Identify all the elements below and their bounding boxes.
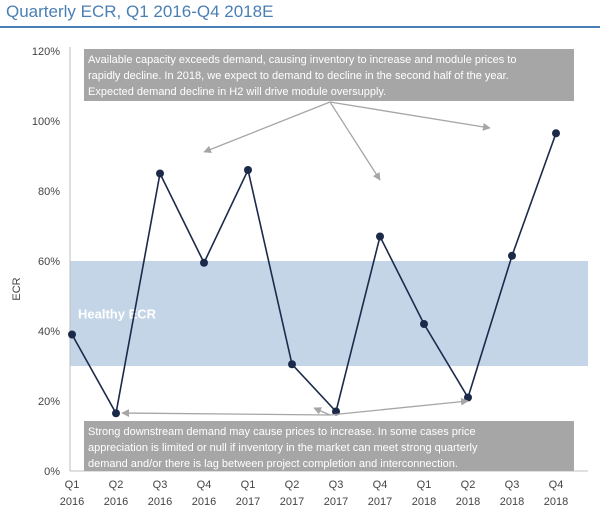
ecr-data-point xyxy=(112,409,120,418)
ecr-series-line xyxy=(71,132,557,416)
ecr-data-point xyxy=(552,129,560,138)
ecr-data-point xyxy=(420,320,428,328)
ecr-data-point xyxy=(376,232,384,241)
x-tick-quarter: Q2 xyxy=(461,479,476,491)
bottom-annotation-box xyxy=(84,421,574,471)
x-tick-quarter: Q3 xyxy=(153,479,168,491)
y-axis-label: ECR xyxy=(11,277,23,300)
x-tick-year: 2018 xyxy=(544,496,568,508)
y-tick-label: 120% xyxy=(32,46,60,58)
ecr-data-point xyxy=(156,169,164,178)
top-annotation-line: Available capacity exceeds demand, causi… xyxy=(88,54,516,66)
x-tick-quarter: Q1 xyxy=(417,479,432,491)
top-annotation-arrow xyxy=(203,101,331,154)
x-tick-year: 2017 xyxy=(236,496,260,508)
x-tick-quarter: Q3 xyxy=(329,479,344,491)
x-tick-quarter: Q1 xyxy=(65,479,80,491)
x-tick-year: 2016 xyxy=(104,496,128,508)
y-tick-label: 20% xyxy=(38,396,60,408)
y-tick-label: 0% xyxy=(44,466,60,478)
x-tick-year: 2018 xyxy=(500,496,524,508)
x-tick-quarter: Q1 xyxy=(241,479,256,491)
ecr-data-point xyxy=(200,258,208,267)
x-tick-year: 2016 xyxy=(192,496,216,508)
chart-title: Quarterly ECR, Q1 2016-Q4 2018E xyxy=(6,2,274,21)
x-tick-year: 2017 xyxy=(324,496,348,508)
y-tick-label: 40% xyxy=(38,326,60,338)
y-tick-label: 80% xyxy=(38,186,60,198)
x-tick-year: 2018 xyxy=(456,496,480,508)
ecr-data-point xyxy=(68,330,76,339)
ecr-data-point xyxy=(508,251,516,260)
bottom-annotation-line: demand and/or there is lag between proje… xyxy=(88,458,458,470)
x-tick-quarter: Q2 xyxy=(109,479,124,491)
title-underline xyxy=(0,26,600,28)
y-tick-label: 100% xyxy=(32,116,60,128)
healthy-ecr-label: Healthy ECR xyxy=(78,307,157,322)
bottom-annotation-arrow xyxy=(313,407,331,416)
top-annotation-line: rapidly decline. In 2018, we expect to d… xyxy=(88,70,509,82)
x-tick-year: 2018 xyxy=(412,496,436,508)
ecr-data-point xyxy=(288,360,296,369)
top-annotation-arrow xyxy=(329,101,491,131)
x-tick-quarter: Q2 xyxy=(285,479,300,491)
top-annotation-line: Expected demand decline in H2 will drive… xyxy=(88,86,386,98)
ecr-data-point xyxy=(244,166,252,174)
bottom-annotation-line: appreciation is limited or null if inven… xyxy=(88,442,478,454)
x-tick-quarter: Q4 xyxy=(373,479,388,491)
x-tick-quarter: Q4 xyxy=(549,479,564,491)
x-tick-year: 2016 xyxy=(148,496,172,508)
top-annotation-arrow xyxy=(329,101,381,181)
bottom-annotation-arrow xyxy=(121,409,331,417)
x-tick-year: 2017 xyxy=(368,496,392,508)
bottom-annotation-line: Strong downstream demand may cause price… xyxy=(88,426,476,438)
bottom-annotation-arrow xyxy=(329,397,469,416)
healthy-ecr-band xyxy=(70,261,588,366)
x-tick-year: 2016 xyxy=(60,496,84,508)
ecr-data-point xyxy=(464,393,472,402)
x-tick-year: 2017 xyxy=(280,496,304,508)
x-tick-quarter: Q4 xyxy=(197,479,212,491)
x-tick-quarter: Q3 xyxy=(505,479,520,491)
y-tick-label: 60% xyxy=(38,256,60,268)
top-annotation-box xyxy=(84,49,574,101)
ecr-data-point xyxy=(332,407,340,416)
